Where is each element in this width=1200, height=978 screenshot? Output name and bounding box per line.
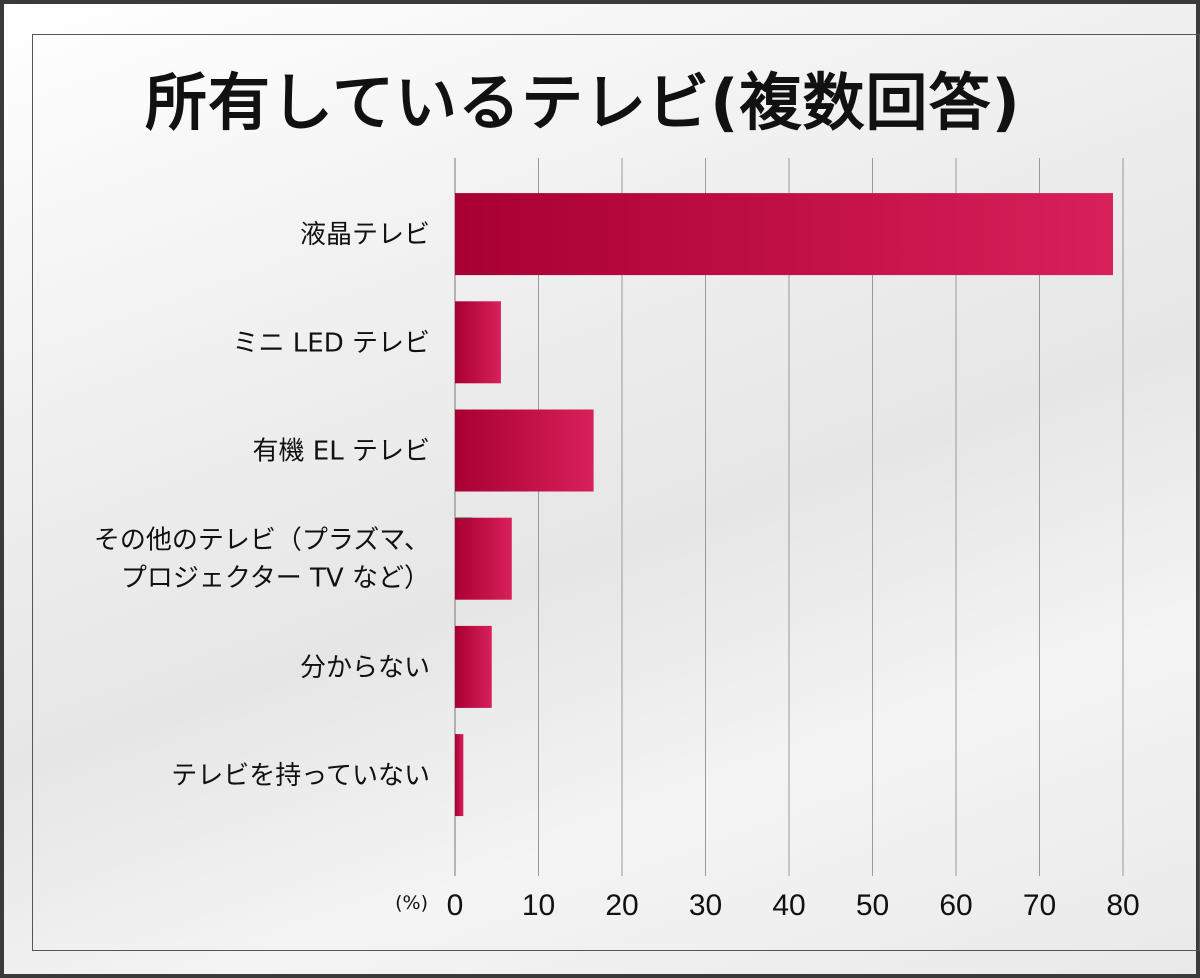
x-tick-label: 50 bbox=[856, 889, 889, 922]
bar bbox=[455, 625, 492, 708]
bar bbox=[455, 409, 594, 492]
category-label: その他のテレビ（プラズマ、 bbox=[94, 526, 430, 556]
bar bbox=[455, 301, 501, 384]
x-tick-label: 80 bbox=[1106, 889, 1139, 922]
category-label: テレビを持っていない bbox=[171, 761, 430, 791]
bar bbox=[455, 517, 512, 600]
x-tick-label: 40 bbox=[772, 889, 805, 922]
x-tick-label: 20 bbox=[605, 889, 638, 922]
unit-label: (%) bbox=[395, 892, 428, 914]
x-tick-label: 30 bbox=[689, 889, 722, 922]
x-tick-label: 60 bbox=[939, 889, 972, 922]
bar bbox=[455, 734, 464, 817]
category-label: プロジェクター TV など） bbox=[121, 564, 430, 594]
category-label: ミニ LED テレビ bbox=[233, 328, 430, 358]
chart-title: 所有しているテレビ(複数回答) bbox=[145, 66, 1021, 139]
x-tick-labels: 0 10 20 30 40 50 60 70 80 bbox=[447, 889, 1140, 922]
category-label: 有機 EL テレビ bbox=[253, 437, 430, 467]
bar bbox=[455, 193, 1113, 276]
grid-lines bbox=[454, 158, 1124, 876]
chart-background bbox=[4, 4, 1200, 974]
category-label: 液晶テレビ bbox=[300, 220, 430, 250]
category-label: 分からない bbox=[300, 653, 430, 683]
x-tick-label: 0 bbox=[447, 889, 464, 922]
bars bbox=[455, 193, 1113, 817]
x-tick-label: 70 bbox=[1023, 889, 1056, 922]
x-tick-label: 10 bbox=[522, 889, 555, 922]
